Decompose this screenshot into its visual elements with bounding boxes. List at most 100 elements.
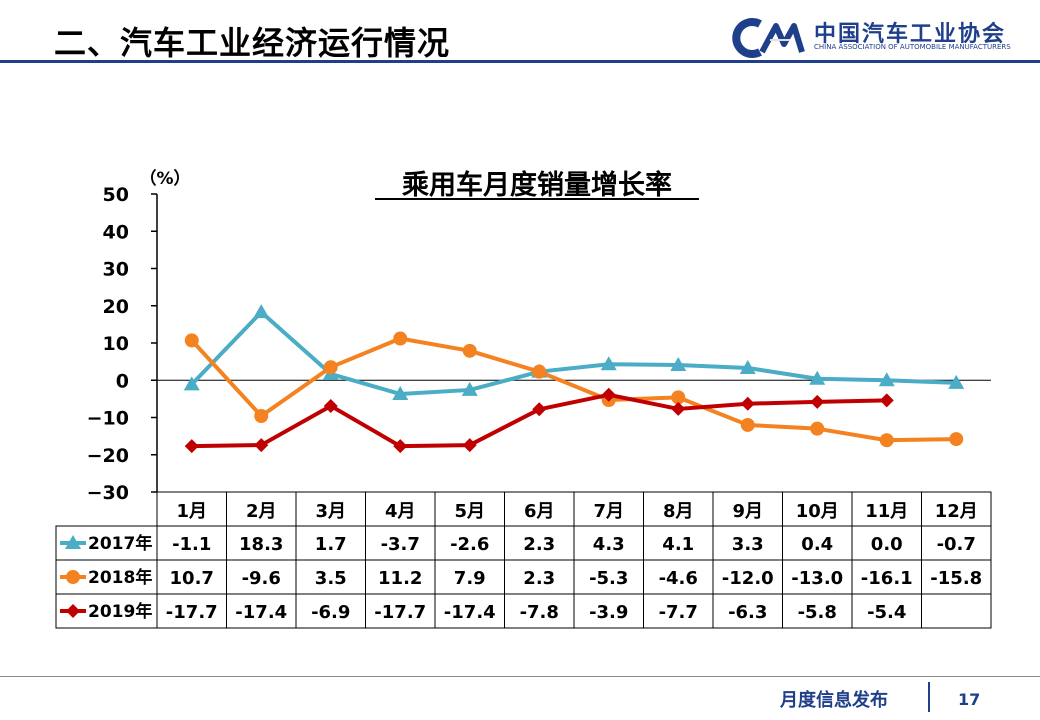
data-point-2017 — [739, 359, 756, 374]
footer-rule — [0, 676, 1040, 677]
data-point-2019 — [671, 401, 686, 416]
data-label: -9.6 — [242, 568, 281, 589]
data-label: -16.1 — [861, 568, 913, 589]
legend-series-name: 2018年 — [88, 567, 152, 588]
data-label: -13.0 — [791, 568, 843, 589]
data-label: -1.1 — [172, 534, 211, 555]
y-tick-label: 40 — [103, 221, 129, 243]
data-point-2018 — [393, 331, 408, 346]
data-label: -17.4 — [444, 602, 496, 623]
footer-text: 月度信息发布 — [780, 690, 888, 711]
data-point-2018 — [323, 360, 338, 375]
data-point-2017 — [878, 372, 895, 387]
data-label: -3.9 — [589, 602, 628, 623]
data-point-2018 — [184, 333, 199, 348]
category-label: 7月 — [593, 501, 624, 522]
data-point-2017 — [600, 356, 617, 371]
data-point-2018 — [810, 421, 825, 436]
data-point-2018 — [740, 417, 755, 432]
data-label: 4.1 — [662, 534, 694, 555]
footer-separator — [928, 682, 930, 712]
y-tick-label: 10 — [103, 333, 129, 355]
data-point-2019 — [393, 439, 408, 454]
y-tick-label: −30 — [87, 482, 129, 504]
data-point-2017 — [670, 356, 687, 371]
data-label: -17.7 — [166, 602, 218, 623]
category-label: 11月 — [865, 501, 908, 522]
header-rule — [0, 60, 1040, 63]
category-label: 1月 — [176, 501, 207, 522]
cam-logo-icon — [732, 18, 805, 58]
data-label: -15.8 — [930, 568, 982, 589]
category-label: 8月 — [663, 501, 694, 522]
data-point-2019 — [601, 387, 616, 402]
data-label: 11.2 — [378, 568, 422, 589]
category-label: 2月 — [246, 501, 277, 522]
data-point-2018 — [462, 343, 477, 358]
chart-layer: 50 40 30 20 10 0 −10 −20 −30 1月 2月 3月 4月 5月 6月 7月 8月 9月 10… — [55, 184, 992, 629]
data-label: 0.4 — [801, 534, 833, 555]
data-point-2019 — [462, 438, 477, 453]
data-label: 7.9 — [454, 568, 486, 589]
data-label: 2.3 — [523, 534, 555, 555]
data-point-2019 — [879, 393, 894, 408]
data-point-2018 — [671, 390, 686, 405]
y-tick-label: −10 — [87, 408, 129, 430]
data-label: -7.7 — [659, 602, 698, 623]
logo-name-en: CHINA ASSOCIATION OF AUTOMOBILE MANUFACT… — [814, 43, 1011, 51]
data-label: 0.0 — [871, 534, 903, 555]
data-label: -3.7 — [381, 534, 420, 555]
y-tick-label: 30 — [103, 259, 129, 281]
data-point-2019 — [740, 396, 755, 411]
y-tick-label: 20 — [103, 296, 129, 318]
data-label: 3.3 — [732, 534, 764, 555]
y-axis-unit: （%） — [139, 168, 190, 189]
data-point-2018 — [532, 364, 547, 379]
data-label: -6.9 — [311, 602, 350, 623]
chart-title: 乘用车月度销量增长率 — [401, 169, 672, 201]
logo: 中国汽车工业协会 CHINA ASSOCIATION OF AUTOMOBILE… — [732, 14, 1011, 58]
data-label: -5.4 — [867, 602, 906, 623]
data-point-2018 — [949, 432, 964, 447]
data-point-2017 — [461, 381, 478, 396]
data-label: -4.6 — [659, 568, 698, 589]
category-label: 3月 — [315, 501, 346, 522]
data-point-2019 — [184, 439, 199, 454]
data-point-2018 — [254, 409, 269, 424]
legend-marker-2019 — [66, 604, 80, 618]
series-line-2018 — [190, 336, 957, 443]
data-label: -0.7 — [937, 534, 976, 555]
category-label: 6月 — [524, 501, 555, 522]
data-point-2017 — [183, 376, 200, 391]
data-label: -5.3 — [589, 568, 628, 589]
category-label: 9月 — [732, 501, 763, 522]
data-label: -6.3 — [728, 602, 767, 623]
data-point-2017 — [392, 386, 409, 401]
data-label: -12.0 — [722, 568, 774, 589]
legend-series-name: 2019年 — [88, 601, 152, 622]
data-label: 2.3 — [523, 568, 555, 589]
data-label: 4.3 — [593, 534, 625, 555]
y-tick-label: −20 — [87, 445, 129, 467]
y-tick-label: 50 — [103, 184, 129, 206]
category-label: 4月 — [385, 501, 416, 522]
data-point-2018 — [879, 433, 894, 448]
data-point-2017 — [809, 370, 826, 385]
logo-name-cn: 中国汽车工业协会 — [814, 22, 1007, 47]
page-number: 17 — [958, 690, 981, 709]
y-tick-label: 0 — [116, 370, 129, 392]
data-point-2019 — [323, 398, 338, 413]
data-point-2019 — [810, 394, 825, 409]
data-label: 10.7 — [170, 568, 214, 589]
data-label: -7.8 — [520, 602, 559, 623]
category-label: 5月 — [454, 501, 485, 522]
legend-marker-2017 — [65, 535, 81, 549]
data-point-2017 — [948, 374, 965, 389]
data-label: -17.4 — [235, 602, 287, 623]
data-label: 1.7 — [315, 534, 347, 555]
data-label: -5.8 — [798, 602, 837, 623]
data-label: -2.6 — [450, 534, 489, 555]
data-point-2019 — [254, 438, 269, 453]
legend-marker-2018 — [66, 570, 80, 584]
